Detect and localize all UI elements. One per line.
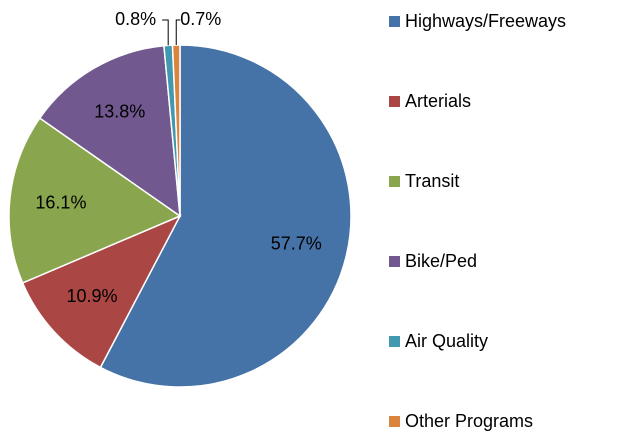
pie-slice <box>171 44 181 217</box>
legend-swatch <box>389 96 400 107</box>
legend-swatch <box>389 176 400 187</box>
pie-slice <box>38 44 181 218</box>
leader-line <box>175 19 181 46</box>
data-label: 16.1% <box>35 192 86 212</box>
leader-line <box>162 19 169 46</box>
pie-slice <box>21 214 182 369</box>
legend-label: Air Quality <box>405 331 488 351</box>
pie-slice <box>8 117 182 284</box>
legend-label: Other Programs <box>405 411 533 431</box>
legend-swatch <box>389 336 400 347</box>
legend-label: Arterials <box>405 91 471 111</box>
data-label: 0.8% <box>115 9 156 29</box>
legend-swatch <box>389 16 400 27</box>
legend-swatch <box>389 416 400 427</box>
data-label: 57.7% <box>271 233 322 253</box>
legend-label: Bike/Ped <box>405 251 477 271</box>
data-label: 0.7% <box>180 9 221 29</box>
legend-swatch <box>389 256 400 267</box>
pie-slice <box>99 44 352 388</box>
legend-label: Transit <box>405 171 459 191</box>
legend-label: Highways/Freeways <box>405 11 566 31</box>
data-label: 10.9% <box>66 286 117 306</box>
data-label: 13.8% <box>94 101 145 121</box>
